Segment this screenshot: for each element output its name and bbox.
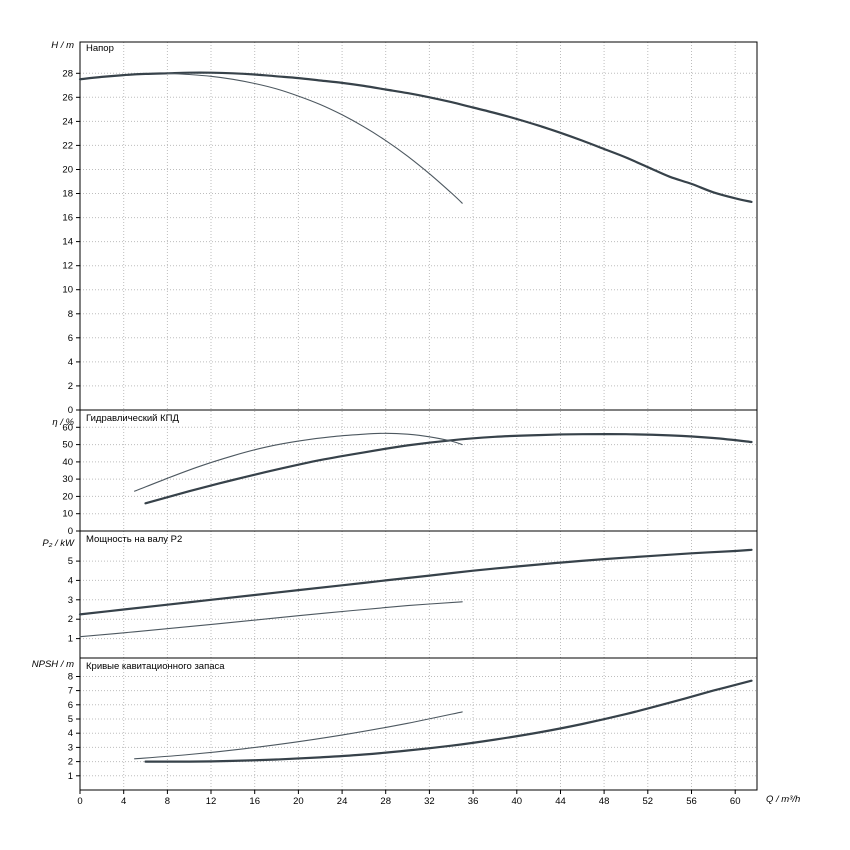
x-tick-label: 8: [165, 796, 170, 807]
panel-border: [79, 530, 758, 659]
panel-title-npsh: Кривые кавитационного запаса: [86, 661, 225, 672]
curve-npsh-main: [144, 679, 753, 763]
y-tick-label: 18: [62, 189, 73, 200]
y-tick-label: 5: [68, 556, 73, 567]
panel-title-efficiency: Гидравлический КПД: [86, 413, 179, 424]
y-tick-label: 60: [62, 422, 73, 433]
x-axis-unit-label: Q / m³/h: [766, 794, 801, 805]
y-tick-label: 2: [68, 757, 73, 768]
y-tick-label: 0: [68, 526, 73, 537]
x-tick-label: 32: [424, 796, 435, 807]
curve-power-main: [78, 548, 753, 616]
y-tick-label: 10: [62, 509, 73, 520]
y-tick-label: 4: [68, 357, 73, 368]
y-tick-label: 4: [68, 575, 73, 586]
x-tick-label: 40: [512, 796, 523, 807]
y-axis-unit-npsh: NPSH / m: [31, 659, 74, 670]
y-tick-label: 6: [68, 333, 73, 344]
y-axis-unit-efficiency: η / %: [52, 417, 74, 428]
x-tick-label: 52: [643, 796, 654, 807]
y-tick-label: 12: [62, 261, 73, 272]
y-tick-label: 40: [62, 457, 73, 468]
y-tick-label: 28: [62, 68, 73, 79]
x-tick-label: 56: [686, 796, 697, 807]
y-tick-label: 26: [62, 92, 73, 103]
curve-efficiency-reduced: [134, 432, 463, 492]
y-tick-label: 2: [68, 381, 73, 392]
y-tick-label: 7: [68, 686, 73, 697]
panel-title-power: Мощность на валу P2: [86, 534, 183, 545]
y-axis-unit-head: H / m: [51, 40, 74, 51]
y-tick-label: 6: [68, 700, 73, 711]
panel-border: [79, 409, 758, 532]
x-tick-label: 60: [730, 796, 741, 807]
y-tick-label: 10: [62, 285, 73, 296]
y-tick-label: 4: [68, 728, 73, 739]
panel-border: [79, 41, 758, 411]
y-tick-label: 1: [68, 634, 73, 645]
curve-head-main: [78, 71, 753, 203]
y-tick-label: 3: [68, 742, 73, 753]
y-tick-label: 8: [68, 672, 73, 683]
y-tick-label: 8: [68, 309, 73, 320]
y-tick-label: 1: [68, 771, 73, 782]
x-tick-label: 36: [468, 796, 479, 807]
curve-head-reduced: [166, 72, 463, 204]
x-tick-label: 20: [293, 796, 304, 807]
x-tick-label: 4: [121, 796, 126, 807]
x-tick-label: 24: [337, 796, 348, 807]
y-tick-label: 20: [62, 165, 73, 176]
y-tick-label: 24: [62, 116, 73, 127]
y-tick-label: 20: [62, 491, 73, 502]
y-tick-label: 2: [68, 614, 73, 625]
y-tick-label: 0: [68, 405, 73, 416]
panel-title-head: Напор: [86, 43, 114, 54]
y-tick-label: 14: [62, 237, 73, 248]
y-tick-label: 16: [62, 213, 73, 224]
x-tick-label: 0: [77, 796, 82, 807]
x-tick-label: 12: [206, 796, 217, 807]
curve-npsh-reduced: [134, 711, 463, 760]
y-tick-label: 5: [68, 714, 73, 725]
curve-efficiency-main: [144, 432, 753, 505]
x-tick-label: 44: [555, 796, 566, 807]
panel-border: [79, 657, 758, 791]
y-tick-label: 3: [68, 595, 73, 606]
x-tick-label: 28: [380, 796, 391, 807]
y-tick-label: 22: [62, 140, 73, 151]
y-tick-label: 30: [62, 474, 73, 485]
y-axis-unit-power: P₂ / kW: [42, 538, 74, 549]
y-tick-label: 50: [62, 440, 73, 451]
curve-power-reduced: [79, 601, 463, 638]
x-tick-label: 16: [249, 796, 260, 807]
x-tick-label: 48: [599, 796, 610, 807]
